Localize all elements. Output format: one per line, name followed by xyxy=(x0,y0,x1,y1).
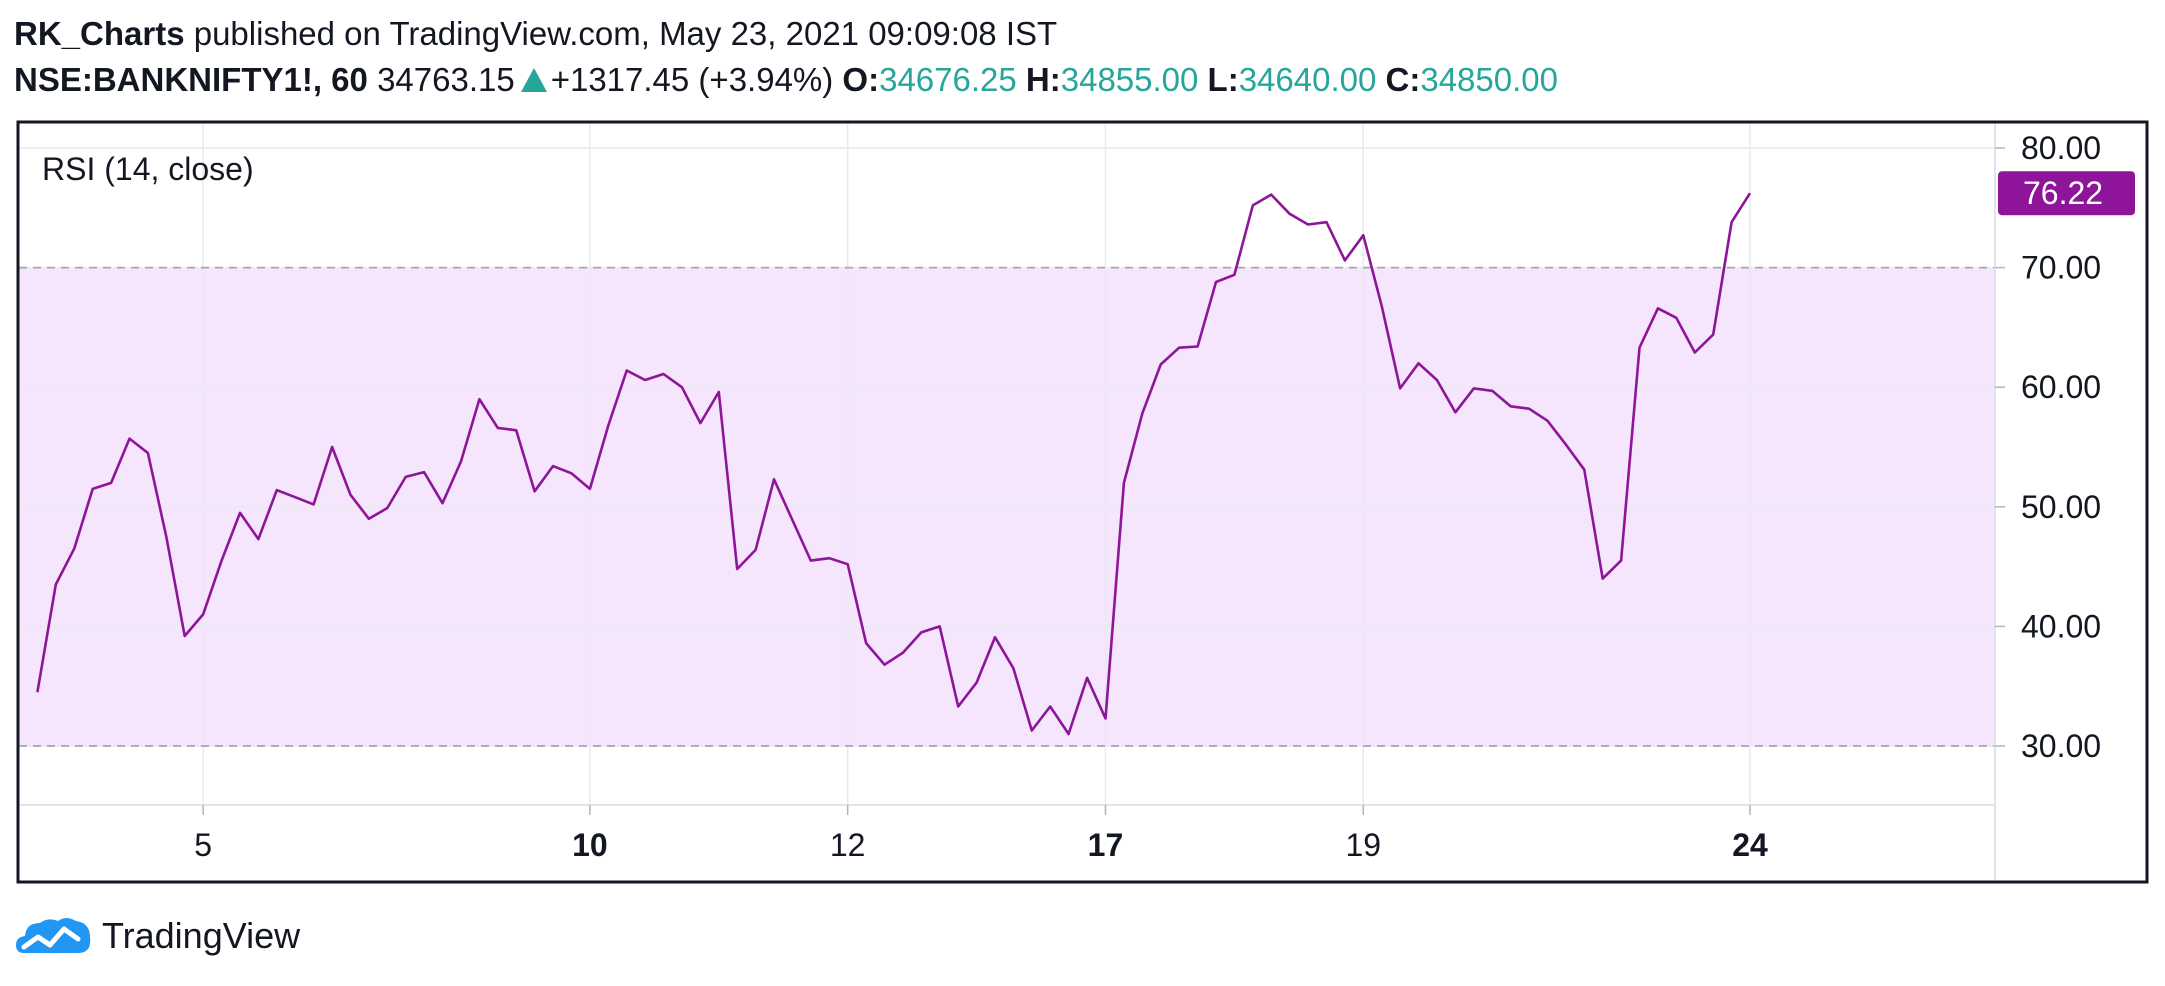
symbol-info: NSE:BANKNIFTY1!, 60 34763.15 +1317.45 (+3… xyxy=(14,58,2144,102)
brand-name[interactable]: TradingView xyxy=(102,915,301,956)
x-tick-label: 17 xyxy=(1088,827,1124,863)
close-label: C: xyxy=(1385,61,1421,98)
last-value-badge: 76.22 xyxy=(1998,171,2135,216)
tradingview-cloud-icon xyxy=(16,918,91,953)
chart-frame xyxy=(16,120,2149,884)
x-tick-label: 12 xyxy=(830,827,866,863)
indicator-label[interactable]: RSI (14, close) xyxy=(42,151,254,187)
y-tick-label: 50.00 xyxy=(2021,489,2101,525)
low-label: L: xyxy=(1207,61,1239,98)
x-tick-label: 19 xyxy=(1345,827,1381,863)
symbol-label: NSE:BANKNIFTY1!, 60 xyxy=(14,61,368,98)
price-change: +1317.45 (+3.94%) xyxy=(550,61,834,98)
y-tick-label: 60.00 xyxy=(2021,369,2101,405)
x-tick-label: 24 xyxy=(1732,827,1768,863)
last-value-badge-bg xyxy=(1998,171,2135,216)
author-name[interactable]: RK_Charts xyxy=(14,15,185,52)
chart-header: RK_Charts published on TradingView.com, … xyxy=(14,12,2144,102)
open-value: 34676.25 xyxy=(879,61,1017,98)
x-tick-label: 10 xyxy=(572,827,608,863)
low-value: 34640.00 xyxy=(1238,61,1377,98)
high-value: 34855.00 xyxy=(1060,61,1199,98)
open-label: O: xyxy=(842,61,880,98)
y-tick-label: 80.00 xyxy=(2021,130,2101,166)
y-tick-label: 40.00 xyxy=(2021,608,2101,644)
last-value-label: 76.22 xyxy=(2023,175,2103,211)
published-text: published on TradingView.com, May 23, 20… xyxy=(193,15,1058,52)
footer: TradingView xyxy=(14,908,300,964)
publish-info: RK_Charts published on TradingView.com, … xyxy=(14,12,2144,56)
last-price: 34763.15 xyxy=(377,61,515,98)
close-value: 34850.00 xyxy=(1420,61,1558,98)
y-tick-label: 70.00 xyxy=(2021,250,2101,286)
high-label: H: xyxy=(1025,61,1061,98)
y-tick-label: 30.00 xyxy=(2021,728,2101,764)
up-triangle-icon xyxy=(520,68,547,92)
rsi-series-line[interactable] xyxy=(36,192,1752,736)
x-tick-label: 5 xyxy=(194,827,212,863)
